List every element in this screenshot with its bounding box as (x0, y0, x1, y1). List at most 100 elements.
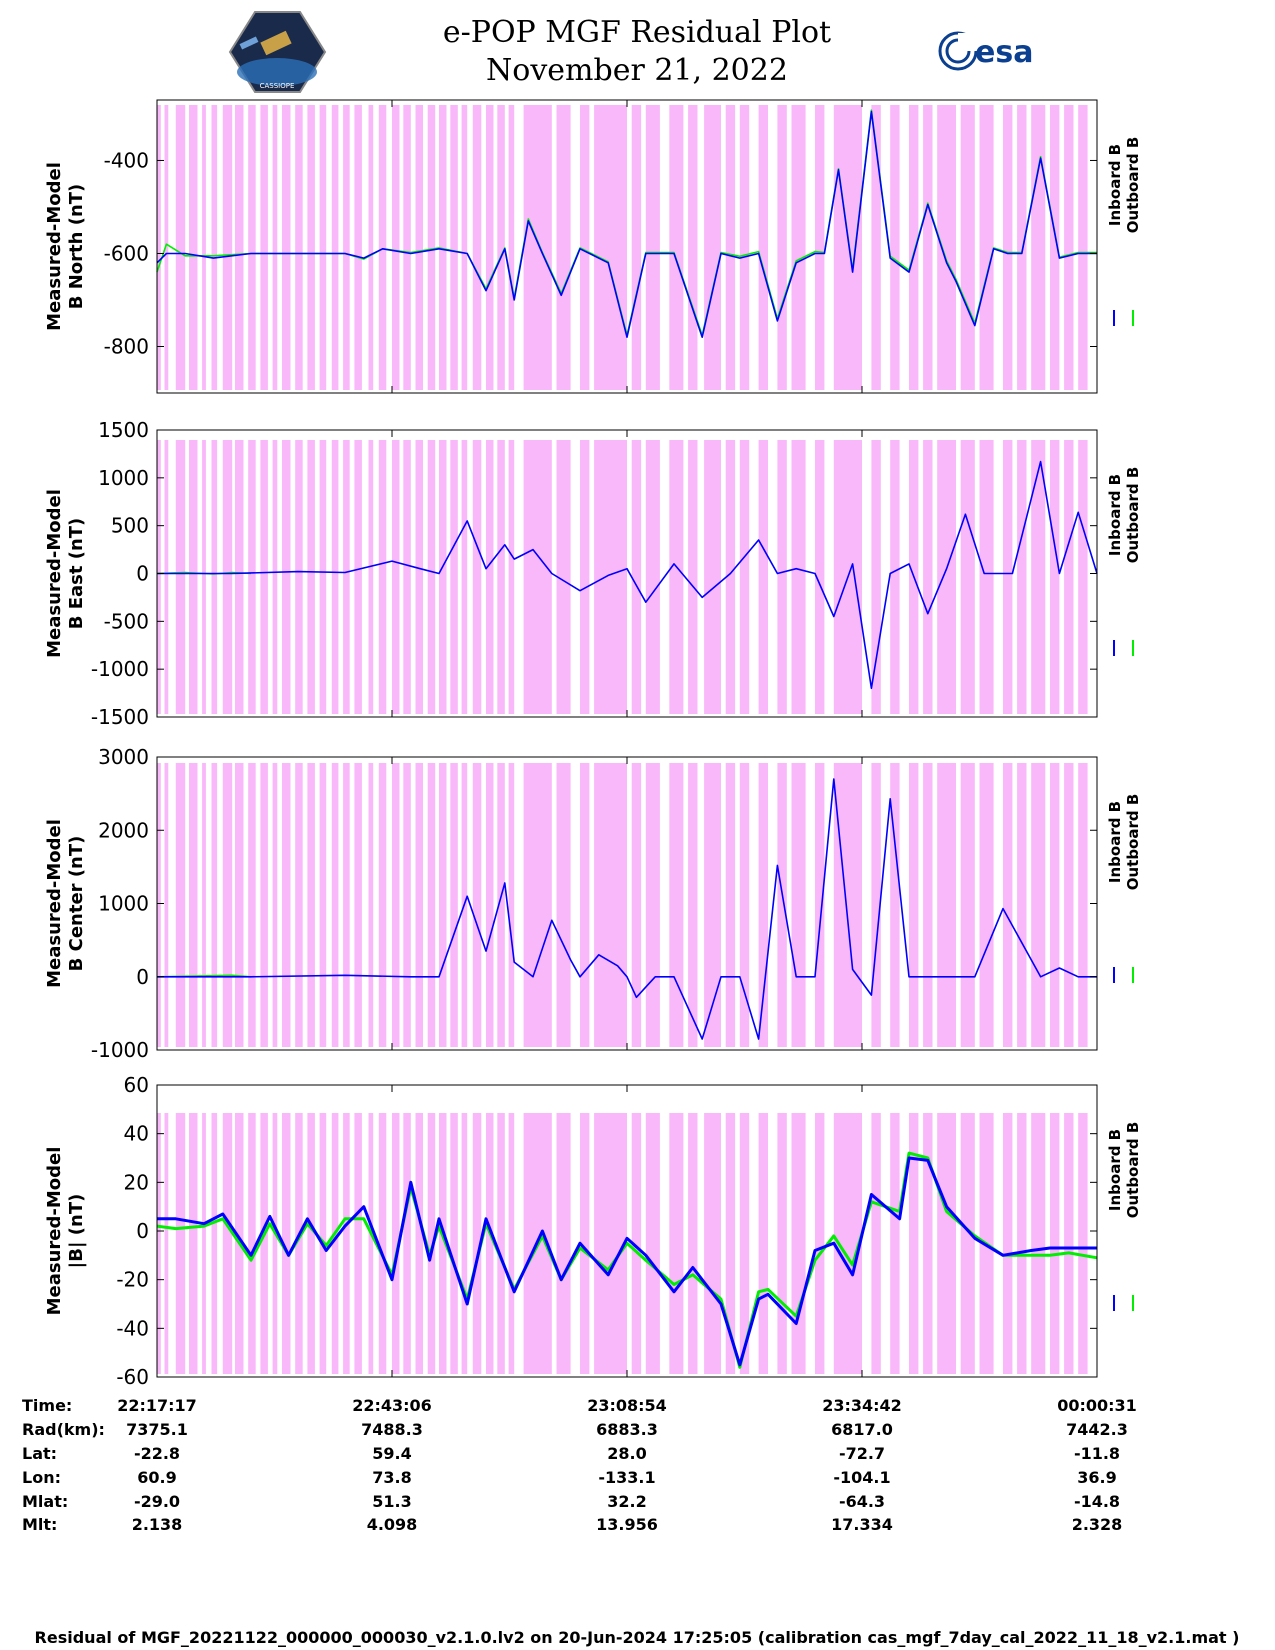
shading-band (1003, 1113, 1013, 1374)
shading-band (235, 105, 244, 390)
shading-band (791, 105, 806, 390)
legend: Inboard B Outboard B (1106, 1122, 1142, 1311)
shading-band (580, 1113, 590, 1374)
table-cell: -64.3 (839, 1492, 885, 1511)
table-cell: 22:43:06 (352, 1396, 432, 1415)
table-cell: 32.2 (607, 1492, 646, 1511)
shading-band (295, 763, 303, 1047)
shading-band (669, 105, 684, 390)
shading-band (157, 105, 161, 390)
shading-band (427, 1113, 436, 1374)
shading-band (189, 440, 198, 714)
shading-band (222, 105, 233, 390)
shading-band (164, 1113, 169, 1374)
shading-band (580, 763, 590, 1047)
shading-band (157, 763, 161, 1047)
shading-band (343, 1113, 350, 1374)
shading-band (937, 763, 956, 1047)
shading-band (307, 105, 315, 390)
table-cell: 2.328 (1072, 1515, 1123, 1534)
inboard-series-line (157, 460, 1098, 690)
shading-band (909, 1113, 919, 1374)
shading-band (777, 1113, 787, 1374)
shading-band (1050, 440, 1060, 714)
legend-outboard-label: Outboard B (1124, 1122, 1142, 1219)
shading-band (556, 440, 571, 714)
y-tick-label: 500 (111, 514, 149, 538)
y-tick-label: 0 (136, 965, 149, 989)
shading-band (890, 105, 900, 390)
shading-band (222, 763, 233, 1047)
y-tick-label: -1000 (91, 1038, 149, 1062)
shading-band (415, 440, 423, 714)
shading-band (235, 440, 244, 714)
table-cell: 2.138 (132, 1515, 183, 1534)
shading-band (222, 1113, 233, 1374)
shading-band (260, 105, 268, 390)
shading-band (403, 105, 411, 390)
shading-band (248, 105, 256, 390)
shading-band (392, 1113, 400, 1374)
shading-band (368, 763, 374, 1047)
shading-group (157, 440, 1088, 714)
shading-band (486, 440, 494, 714)
shading-band (415, 105, 423, 390)
shading-band (472, 1113, 482, 1374)
shading-band (508, 440, 515, 714)
shading-band (758, 763, 768, 1047)
table-cell: -11.8 (1074, 1444, 1120, 1463)
shading-band (1031, 1113, 1046, 1374)
shading-band (343, 105, 350, 390)
shading-band (272, 1113, 278, 1374)
shading-band (319, 105, 327, 390)
shading-band (331, 105, 339, 390)
y-axis-label-line: |B| (nT) (66, 1194, 87, 1269)
shading-band (923, 105, 933, 390)
y-axis-label-line: Measured-Model (44, 819, 65, 988)
shading-band (343, 763, 350, 1047)
shading-band (378, 1113, 387, 1374)
y-axis-label: Measured-ModelB East (nT) (44, 489, 87, 658)
shading-band (450, 440, 458, 714)
table-cell: 7375.1 (126, 1420, 188, 1439)
shading-band (319, 440, 327, 714)
table-cell: 6817.0 (831, 1420, 893, 1439)
y-tick-label: 0 (136, 562, 149, 586)
y-axis-label-line: Measured-Model (44, 162, 65, 331)
y-axis-label: Measured-Model|B| (nT) (44, 1147, 87, 1316)
table-cell: 22:17:17 (117, 1396, 197, 1415)
shading-band (1031, 105, 1046, 390)
header: CASSIOPE e-POP MGF Residual Plot Novembe… (228, 11, 1033, 93)
shading-band (461, 440, 468, 714)
shading-band (1078, 440, 1088, 714)
shading-band (1050, 763, 1060, 1047)
shading-band (378, 105, 387, 390)
shading-band (497, 1113, 505, 1374)
y-tick-label: 1000 (98, 466, 149, 490)
shading-band (871, 763, 881, 1047)
shading-band (508, 105, 515, 390)
chart-date: November 21, 2022 (486, 53, 788, 88)
shading-band (461, 105, 468, 390)
shading-band (1031, 440, 1046, 714)
shading-band (669, 1113, 684, 1374)
shading-band (979, 105, 994, 390)
shading-band (248, 763, 256, 1047)
shading-band (403, 440, 411, 714)
shading-band (392, 763, 400, 1047)
shading-band (282, 763, 291, 1047)
table-row-label: Lat: (22, 1444, 57, 1463)
legend-inboard-label: Inboard B (1106, 801, 1124, 883)
y-tick-label: -600 (104, 241, 149, 265)
shading-band (497, 105, 505, 390)
legend-inboard-label: Inboard B (1106, 1129, 1124, 1211)
shading-band (777, 763, 787, 1047)
shading-band (777, 440, 787, 714)
shading-band (937, 440, 956, 714)
shading-band (909, 105, 919, 390)
y-axis-label-line: B East (nT) (66, 518, 87, 630)
shading-band (1017, 1113, 1027, 1374)
shading-band (307, 763, 315, 1047)
shading-band (368, 1113, 374, 1374)
shading-band (282, 1113, 291, 1374)
